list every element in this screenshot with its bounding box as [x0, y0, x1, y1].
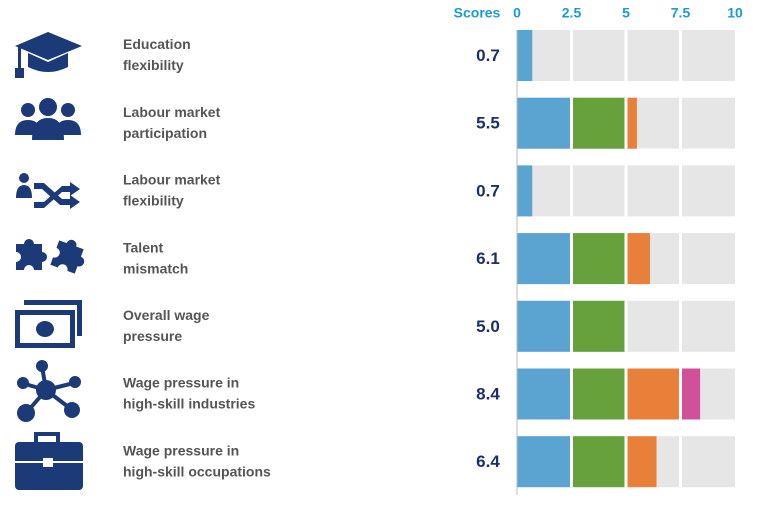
x-tick-label: 2.5 — [562, 5, 582, 21]
icons — [15, 32, 85, 490]
x-tick-label: 5 — [622, 5, 630, 21]
bar-segment — [626, 436, 657, 488]
bar-segment — [517, 436, 572, 488]
axis-title: Scores — [454, 5, 501, 21]
icon-network — [17, 360, 81, 422]
bar-segment — [517, 97, 572, 149]
bar-segment — [626, 97, 637, 149]
x-tick-label: 7.5 — [671, 5, 691, 21]
bar-segment — [517, 300, 572, 352]
score-label: 0.7 — [476, 181, 500, 200]
bar-segment — [517, 368, 572, 420]
bar-segment — [571, 233, 626, 285]
score-label: 8.4 — [476, 384, 500, 403]
bar-segment — [517, 165, 533, 217]
score-label: 5.0 — [476, 317, 500, 336]
icon-puzzle — [16, 239, 85, 274]
bar-segment — [571, 436, 626, 488]
row-label: Labour market — [123, 104, 221, 120]
bar-segment — [680, 368, 701, 420]
row-label: Wage pressure in — [123, 442, 239, 458]
icon-graduation — [15, 32, 82, 78]
score-label: 0.7 — [476, 46, 500, 65]
icon-briefcase — [15, 432, 83, 490]
icon-people — [15, 98, 81, 140]
row-label: Overall wage — [123, 307, 210, 323]
score-label: 5.5 — [476, 114, 500, 133]
row-label: high-skill industries — [123, 396, 255, 412]
row-label: pressure — [123, 328, 182, 344]
row-label: Labour market — [123, 172, 221, 188]
row-label: Talent — [123, 239, 164, 255]
icon-money — [15, 300, 82, 348]
bar-segment — [571, 97, 626, 149]
x-tick-label: 0 — [513, 5, 521, 21]
bar-segment — [626, 368, 681, 420]
score-label: 6.4 — [476, 452, 500, 471]
bar-segment — [517, 233, 572, 285]
row-label: Education — [123, 36, 191, 52]
row-label: Wage pressure in — [123, 375, 239, 391]
score-label: 6.1 — [476, 249, 500, 268]
bar-segment — [571, 300, 626, 352]
bar-segment — [571, 368, 626, 420]
row-label: mismatch — [123, 260, 188, 276]
bar-segment — [626, 233, 650, 285]
row-label: high-skill occupations — [123, 463, 271, 479]
icon-shuffle — [16, 173, 80, 209]
x-tick-label: 10 — [727, 5, 743, 21]
row-label: flexibility — [123, 193, 184, 209]
row-label: participation — [123, 125, 207, 141]
row-label: flexibility — [123, 57, 184, 73]
bar-segment — [517, 30, 533, 81]
